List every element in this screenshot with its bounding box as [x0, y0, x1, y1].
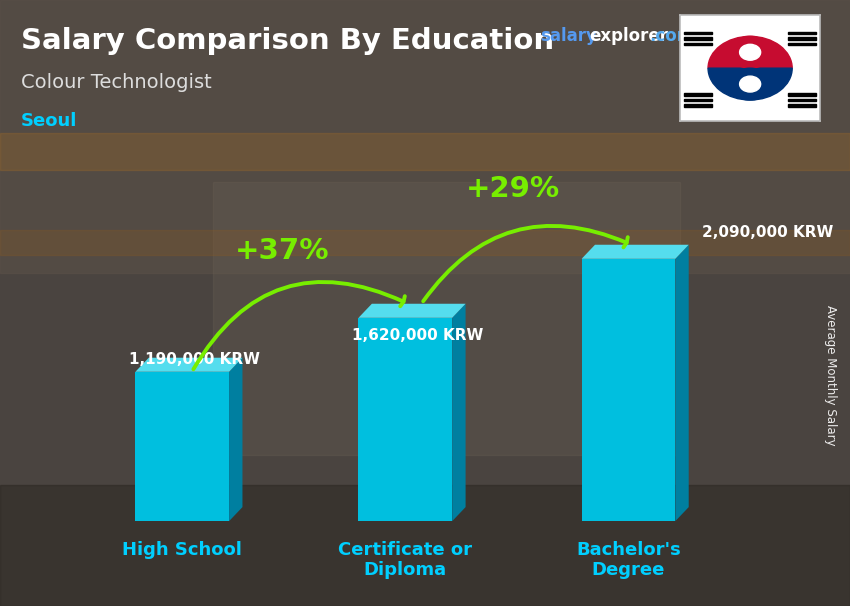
Text: Average Monthly Salary: Average Monthly Salary — [824, 305, 837, 446]
FancyBboxPatch shape — [135, 371, 229, 521]
Text: .com: .com — [649, 27, 694, 45]
Polygon shape — [684, 37, 712, 40]
Polygon shape — [229, 358, 242, 521]
Polygon shape — [788, 104, 816, 107]
Text: +29%: +29% — [466, 175, 559, 202]
Polygon shape — [788, 37, 816, 40]
Circle shape — [729, 68, 771, 100]
Polygon shape — [684, 32, 712, 35]
Polygon shape — [788, 42, 816, 45]
Bar — [0, 485, 850, 606]
Circle shape — [740, 44, 761, 60]
Polygon shape — [684, 93, 712, 96]
Polygon shape — [359, 304, 466, 318]
Polygon shape — [675, 245, 688, 521]
Wedge shape — [708, 68, 792, 100]
Text: 2,090,000 KRW: 2,090,000 KRW — [702, 225, 834, 240]
Polygon shape — [581, 245, 689, 259]
FancyBboxPatch shape — [359, 318, 452, 521]
Polygon shape — [788, 99, 816, 101]
Polygon shape — [452, 304, 466, 521]
FancyBboxPatch shape — [581, 259, 675, 521]
Wedge shape — [708, 36, 792, 68]
Text: explorer: explorer — [589, 27, 668, 45]
Text: 1,190,000 KRW: 1,190,000 KRW — [128, 351, 259, 367]
Polygon shape — [788, 93, 816, 96]
Polygon shape — [684, 99, 712, 101]
Polygon shape — [684, 42, 712, 45]
Bar — [0, 230, 850, 255]
Circle shape — [729, 36, 771, 68]
Polygon shape — [135, 358, 242, 371]
Text: salary: salary — [540, 27, 597, 45]
Polygon shape — [788, 32, 816, 35]
Bar — [0, 0, 850, 273]
Text: Seoul: Seoul — [21, 112, 77, 130]
Bar — [0, 133, 850, 170]
Text: Salary Comparison By Education: Salary Comparison By Education — [21, 27, 554, 55]
Text: +37%: +37% — [235, 238, 330, 265]
Bar — [212, 182, 680, 454]
Text: Colour Technologist: Colour Technologist — [21, 73, 212, 92]
Polygon shape — [684, 104, 712, 107]
Text: 1,620,000 KRW: 1,620,000 KRW — [352, 328, 483, 343]
Circle shape — [740, 76, 761, 92]
